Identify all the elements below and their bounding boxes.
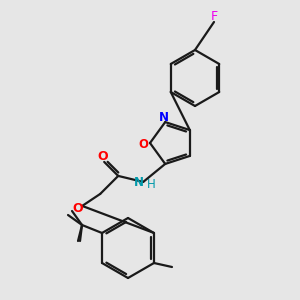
Text: F: F bbox=[210, 11, 218, 23]
Text: O: O bbox=[138, 137, 148, 151]
Text: H: H bbox=[147, 178, 156, 191]
Text: O: O bbox=[72, 202, 83, 215]
Text: O: O bbox=[97, 150, 107, 164]
Text: N: N bbox=[134, 176, 144, 189]
Text: N: N bbox=[159, 111, 169, 124]
